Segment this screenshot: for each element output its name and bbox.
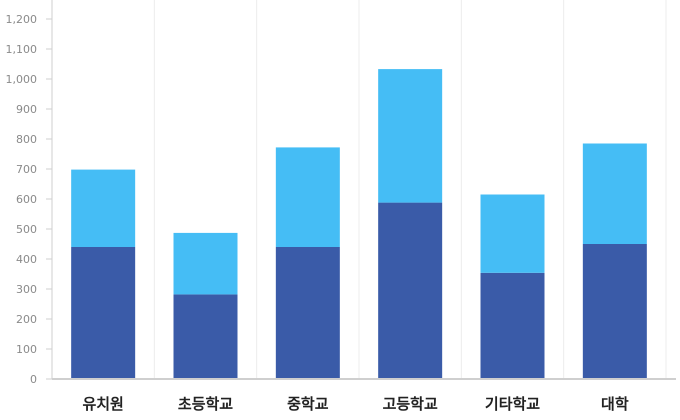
x-tick-label: 대학 (601, 395, 629, 413)
y-tick-label: 1,200 (6, 13, 38, 26)
y-tick-label: 900 (16, 103, 37, 116)
bar-segment-1 (275, 247, 340, 379)
bar-segment-2 (480, 194, 545, 273)
y-tick-label: 100 (16, 343, 37, 356)
x-tick-label: 초등학교 (178, 395, 233, 413)
x-tick-label: 중학교 (287, 395, 329, 413)
bar-segment-1 (378, 202, 443, 379)
y-tick-label: 1,000 (6, 73, 38, 86)
bar-segment-1 (173, 294, 238, 379)
y-tick-label: 300 (16, 283, 37, 296)
bar-segment-2 (173, 232, 238, 295)
y-tick-label: 400 (16, 253, 37, 266)
y-tick-label: 1,100 (6, 43, 38, 56)
axes (51, 0, 676, 380)
y-tick-label: 0 (30, 373, 37, 386)
bar-segment-2 (275, 147, 340, 247)
bars (71, 69, 647, 379)
bar-segment-2 (378, 69, 443, 203)
y-axis-ticks: 0 100 200 300 400 500 600 700 800 900 1,000 1,100 1,… (6, 13, 52, 386)
bar-segment-1 (480, 272, 545, 379)
bar-segment-2 (71, 169, 136, 247)
x-tick-label: 유치원 (82, 395, 123, 413)
bar-segment-1 (582, 244, 647, 379)
y-tick-label: 600 (16, 193, 37, 206)
grid-lines (153, 0, 667, 379)
bar-segment-2 (582, 143, 647, 244)
x-tick-label: 고등학교 (383, 395, 438, 413)
bar-segment-1 (71, 247, 136, 379)
y-tick-label: 200 (16, 313, 37, 326)
y-tick-label: 800 (16, 133, 37, 146)
x-axis-ticks: 유치원 초등학교 중학교 고등학교 기타학교 대학 (82, 395, 628, 413)
y-tick-label: 500 (16, 223, 37, 236)
x-tick-label: 기타학교 (485, 395, 540, 413)
y-tick-label: 700 (16, 163, 37, 176)
